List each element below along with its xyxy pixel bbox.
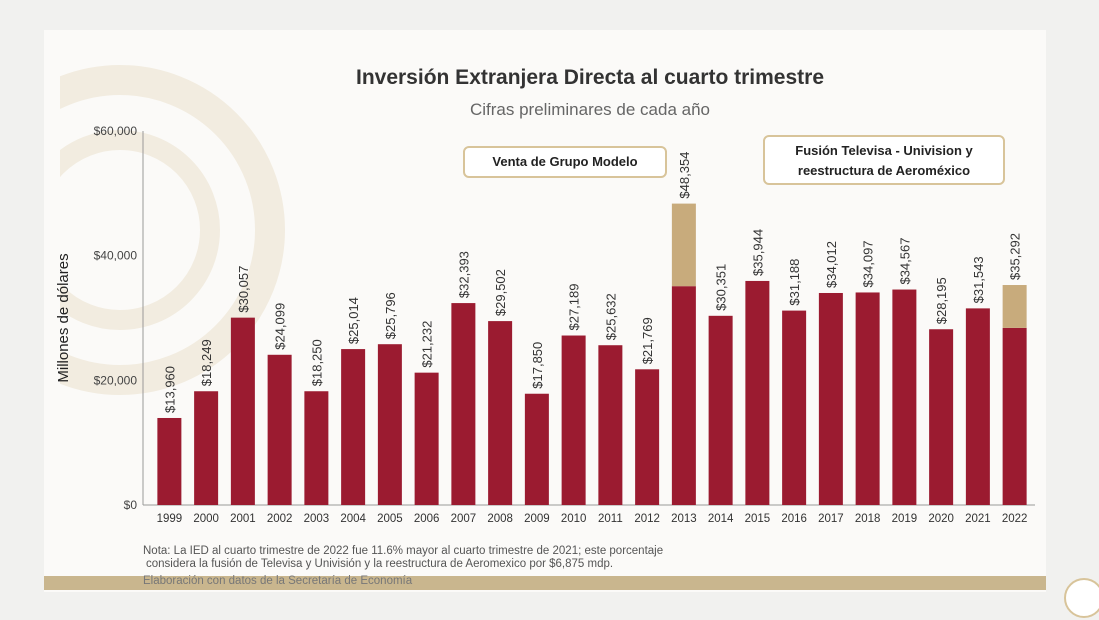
y-tick-label: $20,000 <box>94 373 138 387</box>
x-tick-label: 2009 <box>524 513 550 525</box>
bar-2022-segment-0 <box>1002 327 1027 505</box>
bar-2019-segment-0 <box>892 289 917 505</box>
x-tick-label: 2016 <box>781 513 807 525</box>
data-label: $21,232 <box>420 321 435 368</box>
bar-2014-segment-0 <box>708 315 733 505</box>
y-axis-label: Millones de dólares <box>55 253 72 382</box>
y-tick-label: $40,000 <box>94 249 138 263</box>
x-tick-label: 2015 <box>745 513 771 525</box>
x-tick-label: 2005 <box>377 513 403 525</box>
x-tick-label: 2017 <box>818 513 844 525</box>
bar-2000-segment-0 <box>194 391 219 505</box>
bar-2016-segment-0 <box>782 310 807 505</box>
bar-2020-segment-0 <box>929 329 954 505</box>
x-tick-label: 2004 <box>340 513 366 525</box>
bar-2012-segment-0 <box>635 369 660 505</box>
footnote-line-2: considera la fusión de Televisa y Univis… <box>146 558 614 570</box>
annotation-grupo-modelo: Venta de Grupo Modelo <box>463 146 667 178</box>
x-tick-label: 2001 <box>230 513 256 525</box>
annotation-televisa-aeromexico: Fusión Televisa - Univision y reestructu… <box>763 135 1005 185</box>
y-tick-label: $0 <box>124 498 138 512</box>
x-tick-label: 2007 <box>451 513 477 525</box>
x-tick-label: 2002 <box>267 513 293 525</box>
x-tick-label: 2003 <box>304 513 330 525</box>
data-label: $31,188 <box>787 259 802 306</box>
bar-2008-segment-0 <box>488 321 513 505</box>
x-tick-label: 2018 <box>855 513 881 525</box>
bar-2006-segment-0 <box>414 372 439 505</box>
bar-2004-segment-0 <box>341 349 366 505</box>
bar-2010-segment-0 <box>561 335 586 505</box>
x-tick-label: 2022 <box>1002 513 1028 525</box>
x-tick-label: 2021 <box>965 513 991 525</box>
x-tick-label: 2012 <box>634 513 660 525</box>
x-tick-label: 2013 <box>671 513 697 525</box>
data-label: $13,960 <box>162 366 177 413</box>
data-label: $28,195 <box>934 277 949 324</box>
data-label: $18,250 <box>309 339 324 386</box>
data-label: $29,502 <box>493 269 508 316</box>
data-label: $30,057 <box>236 266 251 313</box>
x-tick-label: 2011 <box>598 513 623 525</box>
chart-title: Inversión Extranjera Directa al cuarto t… <box>355 66 825 89</box>
bar-2011-segment-0 <box>598 345 623 505</box>
x-tick-label: 2010 <box>561 513 587 525</box>
data-label: $35,944 <box>750 229 765 276</box>
data-label: $35,292 <box>1008 233 1023 280</box>
x-tick-label: 2008 <box>487 513 513 525</box>
bar-2021-segment-0 <box>965 308 990 505</box>
footer-band <box>44 576 1046 590</box>
data-label: $25,014 <box>346 297 361 344</box>
chart-subtitle: Cifras preliminares de cada año <box>469 100 710 119</box>
x-tick-label: 2020 <box>928 513 954 525</box>
bar-2003-segment-0 <box>304 391 329 505</box>
bar-2013-segment-0 <box>671 286 696 505</box>
x-tick-label: 2019 <box>892 513 918 525</box>
data-label: $34,012 <box>824 241 839 288</box>
data-label: $34,567 <box>897 238 912 285</box>
data-label: $18,249 <box>199 339 214 386</box>
data-label: $21,769 <box>640 317 655 364</box>
bar-1999-segment-0 <box>157 417 182 505</box>
y-tick-label: $60,000 <box>94 124 138 138</box>
x-tick-label: 1999 <box>157 513 183 525</box>
bar-2005-segment-0 <box>377 344 402 505</box>
footnote-line-1: Nota: La IED al cuarto trimestre de 2022… <box>143 545 664 557</box>
data-label: $25,632 <box>603 293 618 340</box>
data-label: $30,351 <box>714 264 729 311</box>
data-label: $17,850 <box>530 342 545 389</box>
bar-2017-segment-0 <box>818 292 843 505</box>
bar-2022-segment-1 <box>1002 285 1027 328</box>
data-label: $31,543 <box>971 256 986 303</box>
bar-2007-segment-0 <box>451 303 476 505</box>
data-label: $34,097 <box>861 240 876 287</box>
x-tick-label: 2000 <box>193 513 219 525</box>
bar-2001-segment-0 <box>230 317 255 505</box>
bar-2013-segment-1 <box>671 203 696 287</box>
x-tick-label: 2006 <box>414 513 440 525</box>
watermark-decoration <box>60 65 285 395</box>
bar-2018-segment-0 <box>855 292 880 505</box>
logo <box>1064 578 1099 618</box>
bar-2015-segment-0 <box>745 280 770 505</box>
data-label: $32,393 <box>456 251 471 298</box>
x-tick-label: 2014 <box>708 513 734 525</box>
data-label: $25,796 <box>383 292 398 339</box>
data-label: $27,189 <box>567 284 582 331</box>
source-note: Elaboración con datos de la Secretaría d… <box>143 575 413 587</box>
footnote: Nota: La IED al cuarto trimestre de 2022… <box>143 545 663 571</box>
data-label: $48,354 <box>677 152 692 199</box>
bar-2009-segment-0 <box>524 393 549 505</box>
bar-2002-segment-0 <box>267 354 292 505</box>
data-label: $24,099 <box>273 303 288 350</box>
